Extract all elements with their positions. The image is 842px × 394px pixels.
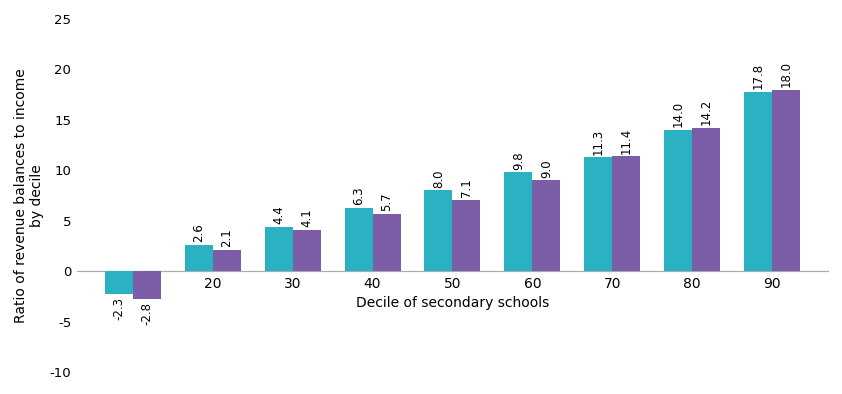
Bar bbox=[213, 250, 241, 271]
Text: 4.1: 4.1 bbox=[300, 208, 313, 227]
Bar bbox=[532, 180, 561, 271]
Text: 6.3: 6.3 bbox=[352, 186, 365, 205]
Text: 7.1: 7.1 bbox=[460, 178, 473, 197]
Text: 9.0: 9.0 bbox=[540, 159, 553, 178]
Bar bbox=[772, 89, 800, 271]
Text: -2.3: -2.3 bbox=[112, 297, 125, 320]
Bar bbox=[184, 245, 213, 271]
Y-axis label: Ratio of revenue balances to income
by decile: Ratio of revenue balances to income by d… bbox=[13, 68, 44, 323]
Bar bbox=[344, 208, 372, 271]
Text: 2.6: 2.6 bbox=[192, 224, 205, 242]
Text: 9.8: 9.8 bbox=[512, 151, 525, 170]
Bar bbox=[452, 199, 481, 271]
Text: 11.3: 11.3 bbox=[592, 128, 605, 154]
Text: -2.8: -2.8 bbox=[141, 302, 153, 325]
Text: 18.0: 18.0 bbox=[780, 61, 792, 87]
Bar bbox=[584, 157, 612, 271]
Text: 5.7: 5.7 bbox=[380, 193, 393, 211]
Bar bbox=[293, 230, 321, 271]
Bar bbox=[612, 156, 640, 271]
Bar bbox=[664, 130, 692, 271]
Text: 14.0: 14.0 bbox=[672, 101, 685, 127]
Bar bbox=[424, 190, 452, 271]
Text: 8.0: 8.0 bbox=[432, 169, 445, 188]
Bar bbox=[744, 91, 772, 271]
X-axis label: Decile of secondary schools: Decile of secondary schools bbox=[356, 296, 549, 310]
Text: 11.4: 11.4 bbox=[620, 127, 633, 154]
Bar bbox=[692, 128, 720, 271]
Text: 4.4: 4.4 bbox=[272, 206, 285, 224]
Text: 2.1: 2.1 bbox=[220, 229, 233, 247]
Bar bbox=[104, 271, 133, 294]
Bar bbox=[264, 227, 293, 271]
Text: 17.8: 17.8 bbox=[752, 63, 765, 89]
Bar bbox=[372, 214, 401, 271]
Bar bbox=[504, 172, 532, 271]
Bar bbox=[133, 271, 161, 299]
Text: 14.2: 14.2 bbox=[700, 99, 712, 125]
